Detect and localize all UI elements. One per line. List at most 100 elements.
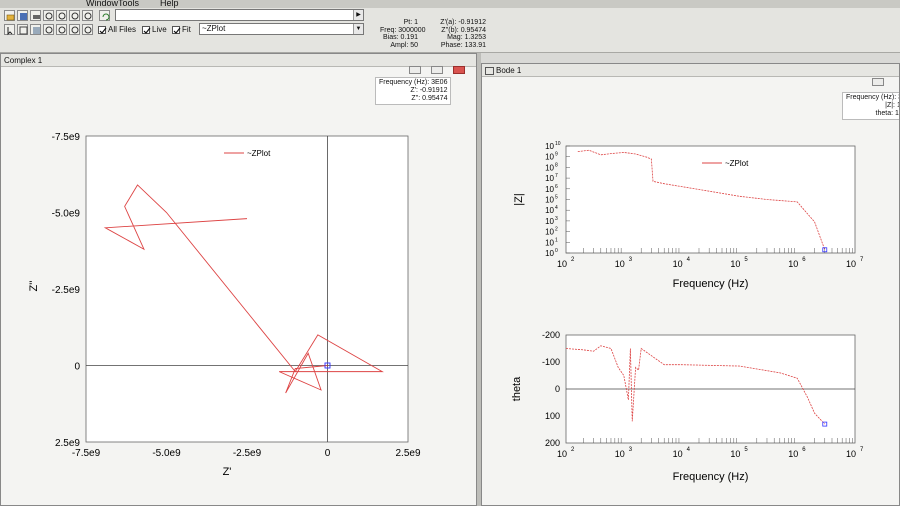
bode-mag-ytick-exp: 0 — [555, 248, 558, 254]
bode-mag-xtick-base: 10 — [615, 259, 625, 269]
bode-theta-ytick-label: -200 — [542, 330, 560, 340]
bode-theta-xtick-base: 10 — [846, 449, 856, 459]
bode-mag-ytick-base: 10 — [545, 238, 554, 247]
bode-mag-ytick-exp: 8 — [555, 162, 558, 168]
complex-xtick-label: 0 — [325, 448, 331, 459]
bode-theta-ylabel: theta — [511, 376, 523, 401]
live-label: Live — [152, 25, 167, 34]
complex-ytick-label: 0 — [74, 362, 80, 373]
bode-mag-xtick-base: 10 — [846, 259, 856, 269]
zoom-box-icon[interactable] — [82, 10, 93, 21]
bode-info-theta: theta: 133 — [875, 110, 899, 117]
magnify-minus-icon[interactable] — [69, 24, 80, 35]
menu-item-tools[interactable]: Tools — [118, 0, 140, 8]
complex-plot[interactable]: -7.5e9 -7.5e9 -5.0e9 -5.0e9 -2.5e9 -2.5e9 0 0 2.… — [1, 54, 477, 506]
bode-theta-xtick-base: 10 — [557, 449, 567, 459]
grid-icon[interactable] — [17, 24, 28, 35]
all-files-checkbox[interactable] — [98, 26, 107, 34]
minimize-button[interactable] — [409, 66, 421, 74]
bode-mag-ytick-base: 10 — [545, 153, 554, 162]
bode-mag-xtick-exp: 3 — [629, 257, 633, 263]
bode-window-title: Bode 1 — [482, 64, 899, 77]
complex-plot-area — [85, 135, 409, 443]
magnify-icon[interactable] — [43, 24, 54, 35]
info-frequency: Frequency (Hz): 3E06 — [379, 79, 448, 86]
complex-legend-label: ~ZPlot — [247, 149, 271, 158]
bode-mag-ytick-exp: 2 — [555, 227, 558, 233]
bode-mag-ytick-base: 10 — [545, 206, 554, 215]
top-combo[interactable]: ▶ — [115, 9, 364, 21]
complex-info-box: Frequency (Hz): 3E06 Z': -0.91912 Z'': 0… — [375, 77, 452, 105]
complex-window-title: Complex 1 — [1, 54, 476, 67]
complex-ytick-label: -5.0e9 — [52, 209, 81, 220]
menu-item-window[interactable]: Window — [86, 0, 119, 8]
bode-theta-series-line — [565, 345, 826, 425]
bode-theta-xtick-exp: 2 — [571, 447, 575, 453]
bode-mag-ytick-exp: 3 — [555, 216, 558, 222]
complex-xtick-label: -2.5e9 — [233, 448, 262, 459]
bode-mag-xtick-exp: 7 — [860, 257, 864, 263]
info-z-imag: Z'': 0.95474 — [411, 95, 448, 102]
bode-mag-xtick-base: 10 — [788, 259, 798, 269]
fit-label: Fit — [182, 25, 191, 34]
complex-current-point-marker — [324, 362, 331, 369]
chevron-right-icon: ▶ — [353, 10, 363, 20]
open-file-icon[interactable] — [4, 10, 15, 21]
bode-mag-ytick-exp: 6 — [555, 184, 558, 190]
magnify-plus-icon[interactable] — [56, 24, 67, 35]
readout-z-a: Z'(a): -0.91912 — [440, 19, 486, 26]
save-icon[interactable] — [17, 10, 28, 21]
menu-item-help[interactable]: Help — [160, 0, 179, 8]
refresh-icon[interactable] — [99, 10, 110, 21]
bode-mag-xtick-exp: 2 — [571, 257, 575, 263]
bode-theta-current-point-marker — [822, 421, 828, 427]
layout-icon[interactable] — [30, 24, 41, 35]
bode-mag-ylabel: |Z| — [513, 193, 525, 205]
bode-mag-ytick-base: 10 — [545, 228, 554, 237]
menu-bar: Window Tools Help — [0, 0, 900, 10]
bode-mag-series-line — [577, 149, 826, 250]
fit-checkbox[interactable] — [172, 26, 181, 34]
plot-select[interactable]: ~ZPlot ▼ — [199, 23, 364, 35]
bode-mag-ytick-exp: 10 — [555, 141, 561, 147]
print-icon[interactable] — [30, 10, 41, 21]
bode-mag-current-point-marker — [822, 247, 828, 253]
complex-xtick-label: -5.0e9 — [152, 448, 181, 459]
bode-theta-ytick-label: -100 — [542, 357, 560, 367]
complex-xlabel: Z' — [223, 466, 232, 478]
bode-theta-xtick-exp: 4 — [687, 447, 691, 453]
zoom-in-icon[interactable] — [43, 10, 54, 21]
bode-mag-xlabel: Frequency (Hz) — [673, 278, 749, 290]
bode-theta-xtick-exp: 3 — [629, 447, 633, 453]
readout-mag: Mag: 1.3253 — [447, 34, 486, 41]
complex-ytick-label: -2.5e9 — [52, 285, 81, 296]
cursor-icon[interactable] — [4, 24, 15, 36]
bode-theta-ytick-label: 100 — [545, 411, 560, 421]
bode-mag-ytick-base: 10 — [545, 185, 554, 194]
maximize-button[interactable] — [431, 66, 443, 74]
bode-mag-xtick-exp: 5 — [744, 257, 748, 263]
complex-ylabel: Z'' — [28, 281, 40, 292]
bode-theta-xtick-exp: 5 — [744, 447, 748, 453]
bode-mag-ytick-exp: 1 — [555, 237, 558, 243]
bode-mag-ytick-base: 10 — [545, 163, 554, 172]
bode-mag-ytick-exp: 9 — [555, 152, 558, 158]
readout-pt: Pt: 1 — [403, 19, 418, 26]
magnify-reset-icon[interactable] — [82, 24, 93, 35]
bode-theta-xtick-exp: 6 — [802, 447, 806, 453]
bode-mag-xtick-exp: 4 — [687, 257, 691, 263]
zoom-out-icon[interactable] — [56, 10, 67, 21]
complex-window: Complex 1 Frequency (Hz): 3E06 Z': -0.91… — [0, 53, 477, 506]
info-z-real: Z': -0.91912 — [410, 87, 448, 94]
bode-mag-xtick-base: 10 — [557, 259, 567, 269]
window-divider[interactable] — [477, 53, 481, 506]
bode-info-mag: |Z|: 1.3 — [885, 102, 899, 109]
bode-theta-xtick-base: 10 — [788, 449, 798, 459]
bode-minimize-button[interactable] — [872, 78, 884, 86]
close-button[interactable] — [453, 66, 465, 74]
live-checkbox[interactable] — [142, 26, 151, 34]
zoom-fit-icon[interactable] — [69, 10, 80, 21]
bode-mag-xtick-base: 10 — [673, 259, 683, 269]
bode-theta-xtick-exp: 7 — [860, 447, 864, 453]
